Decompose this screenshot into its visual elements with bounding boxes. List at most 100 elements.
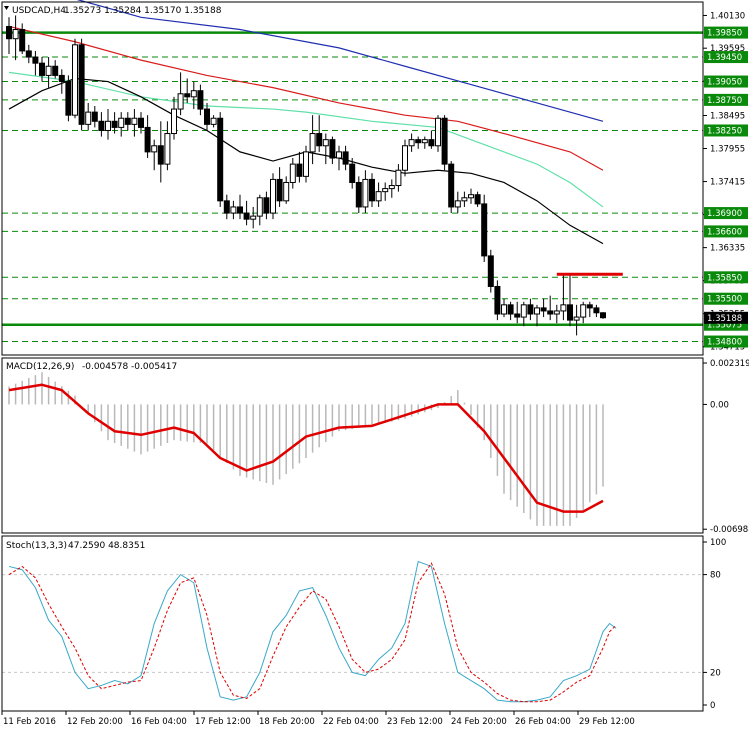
- candle-body: [45, 65, 52, 76]
- price-tick-label: 1.36335: [710, 244, 745, 254]
- candle: [204, 102, 210, 131]
- candle: [600, 312, 606, 319]
- candle-body: [309, 133, 316, 153]
- level-label-bg: [704, 124, 748, 137]
- candle: [382, 182, 389, 201]
- candle: [237, 194, 243, 220]
- candle-body: [118, 117, 125, 128]
- time-tick-label: 29 Feb 12:00: [579, 717, 635, 727]
- macd-tick-label: 0.00: [710, 400, 729, 410]
- candle-body: [111, 120, 118, 128]
- candle-body: [375, 191, 382, 202]
- candle-body: [586, 304, 593, 309]
- candle-body: [553, 310, 560, 315]
- candle-body: [223, 200, 230, 214]
- collapse-triangle-icon[interactable]: [4, 6, 9, 10]
- candle-body: [65, 81, 72, 116]
- level-label: 1.36900: [707, 209, 742, 219]
- candle: [527, 298, 534, 321]
- candle-body: [177, 93, 184, 110]
- candle-body: [131, 117, 138, 125]
- candle-body: [362, 178, 369, 208]
- price-tick-label: 1.39595: [710, 44, 745, 54]
- candle-body: [415, 139, 422, 144]
- level-label-bg: [704, 225, 748, 238]
- price-tick-label: 1.38495: [710, 111, 745, 121]
- candle: [454, 191, 461, 214]
- candle-body: [210, 117, 217, 125]
- candle: [91, 106, 98, 128]
- stoch-pane[interactable]: 100 80 20 0: [2, 538, 726, 711]
- candle-body: [144, 126, 151, 153]
- macd-pane[interactable]: 0.002319 0.00 -0.006988: [8, 359, 749, 535]
- candle-body: [256, 197, 263, 217]
- symbol-label: USDCAD,H4: [12, 6, 66, 16]
- candle-body: [547, 310, 554, 315]
- candle: [369, 173, 375, 207]
- candle: [289, 158, 296, 189]
- candle-body: [540, 307, 547, 312]
- stoch-main-line: [8, 560, 617, 703]
- candle: [375, 182, 382, 207]
- level-label: 1.38250: [707, 126, 742, 136]
- candle-body: [342, 151, 349, 165]
- price-pane[interactable]: 1.401301.395951.390551.384951.379551.374…: [2, 0, 748, 353]
- level-label: 1.39050: [707, 78, 742, 88]
- candle-body: [316, 133, 323, 147]
- candle: [349, 158, 356, 189]
- candle: [501, 298, 507, 318]
- candle-body: [237, 206, 243, 214]
- level-label-bg: [704, 93, 748, 106]
- candle-body: [355, 181, 362, 208]
- candle: [395, 164, 402, 192]
- stoch-frame: [1, 535, 704, 712]
- candle: [481, 194, 488, 263]
- time-tick-label: 23 Feb 12:00: [387, 717, 443, 727]
- stoch-title: Stoch(13,3,3): [6, 541, 67, 551]
- candle-body: [78, 44, 85, 125]
- price-tick-label: 1.37955: [710, 145, 745, 155]
- candle: [32, 50, 39, 76]
- candle-body: [600, 312, 606, 319]
- candle-body: [303, 151, 309, 177]
- candle-body: [19, 29, 26, 52]
- candle-body: [289, 163, 296, 183]
- candle: [316, 115, 323, 152]
- stoch-values: 47.2590 48.8351: [68, 541, 145, 551]
- candle-body: [448, 163, 455, 208]
- candle-body: [6, 25, 12, 40]
- candle: [428, 130, 435, 149]
- candle: [25, 44, 32, 64]
- time-tick-label: 18 Feb 20:00: [259, 717, 315, 727]
- candle-body: [91, 111, 98, 122]
- candle-body: [388, 185, 395, 190]
- candle: [494, 280, 501, 321]
- candle-body: [105, 120, 111, 131]
- candle: [534, 304, 540, 327]
- macd-frame: [1, 357, 704, 534]
- macd-title: MACD(12,26,9): [6, 362, 74, 372]
- candle: [487, 249, 494, 293]
- candle-body: [322, 139, 329, 147]
- candle: [573, 304, 580, 336]
- candle: [171, 96, 177, 140]
- level-label-bg: [704, 207, 748, 220]
- candle-body: [197, 90, 204, 110]
- stoch-tick-label: 100: [710, 538, 726, 548]
- candle: [223, 194, 230, 220]
- candle-body: [270, 178, 276, 214]
- level-label: 1.35850: [707, 273, 742, 283]
- candle: [250, 206, 257, 229]
- candle-body: [184, 93, 191, 98]
- candle-body: [171, 108, 177, 135]
- level-label-bg: [704, 26, 748, 39]
- level-label-bg: [704, 271, 748, 284]
- candle: [283, 176, 290, 204]
- candle-body: [349, 163, 356, 183]
- candle: [230, 200, 237, 220]
- candle-body: [72, 44, 78, 116]
- candle: [468, 188, 474, 204]
- candle: [210, 115, 217, 128]
- price-tick-label: 1.40130: [710, 11, 745, 21]
